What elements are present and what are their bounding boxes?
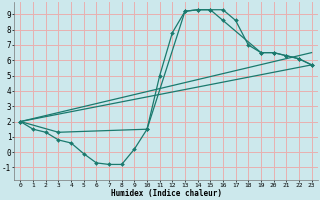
X-axis label: Humidex (Indice chaleur): Humidex (Indice chaleur) bbox=[110, 189, 221, 198]
